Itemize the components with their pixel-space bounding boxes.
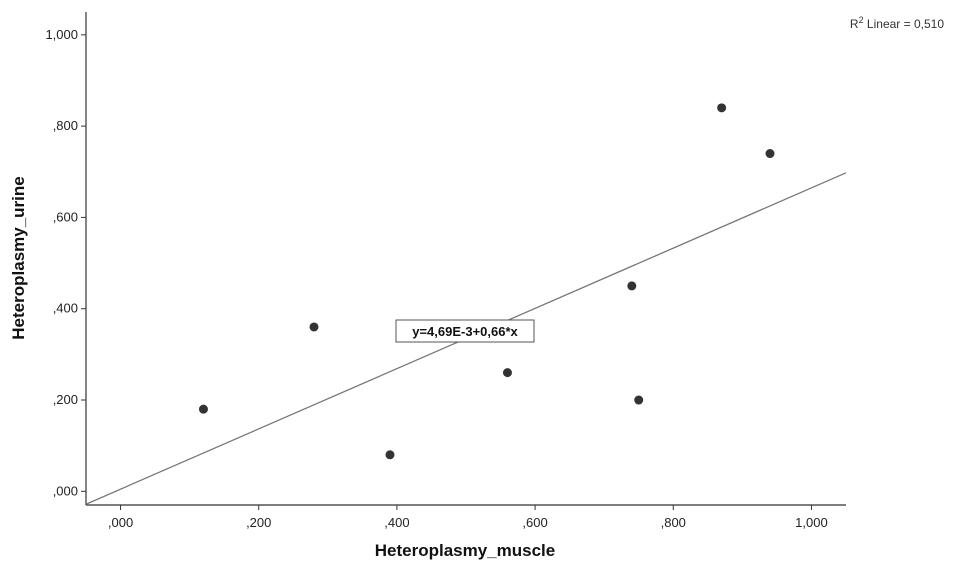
x-tick-label: 1,000 — [795, 515, 828, 530]
data-point — [502, 368, 512, 378]
x-tick-label: ,400 — [384, 515, 409, 530]
y-tick-label: ,400 — [53, 301, 78, 316]
x-axis-title: Heteroplasmy_muscle — [375, 541, 555, 560]
y-tick-label: 1,000 — [45, 27, 78, 42]
y-axis-title: Heteroplasmy_urine — [9, 176, 28, 339]
r2-linear-label: R2 Linear = 0,510 — [850, 15, 944, 31]
data-point — [717, 103, 727, 113]
y-tick-label: ,000 — [53, 483, 78, 498]
x-tick-label: ,200 — [246, 515, 271, 530]
x-axis-ticks: ,000 ,200 ,400 ,600 ,800 1,000 — [108, 505, 828, 530]
data-point — [198, 404, 208, 414]
plot-area — [85, 12, 846, 506]
fit-equation: y=4,69E-3+0,66*x — [412, 324, 518, 339]
data-point — [634, 395, 644, 405]
points-layer — [198, 103, 775, 460]
x-tick-label: ,000 — [108, 515, 133, 530]
equation-box — [395, 319, 535, 343]
y-tick-label: ,800 — [53, 118, 78, 133]
x-tick-label: ,600 — [522, 515, 547, 530]
y-axis-ticks: ,000 ,200 ,400 ,600 ,800 1,000 — [45, 27, 86, 498]
equation-label-box: y=4,69E-3+0,66*x — [395, 319, 535, 343]
y-tick-label: ,600 — [53, 209, 78, 224]
data-point — [627, 281, 637, 291]
data-point — [765, 149, 775, 159]
y-tick-label: ,200 — [53, 392, 78, 407]
data-point — [385, 450, 395, 460]
x-tick-label: ,800 — [661, 515, 686, 530]
data-point — [309, 322, 319, 332]
